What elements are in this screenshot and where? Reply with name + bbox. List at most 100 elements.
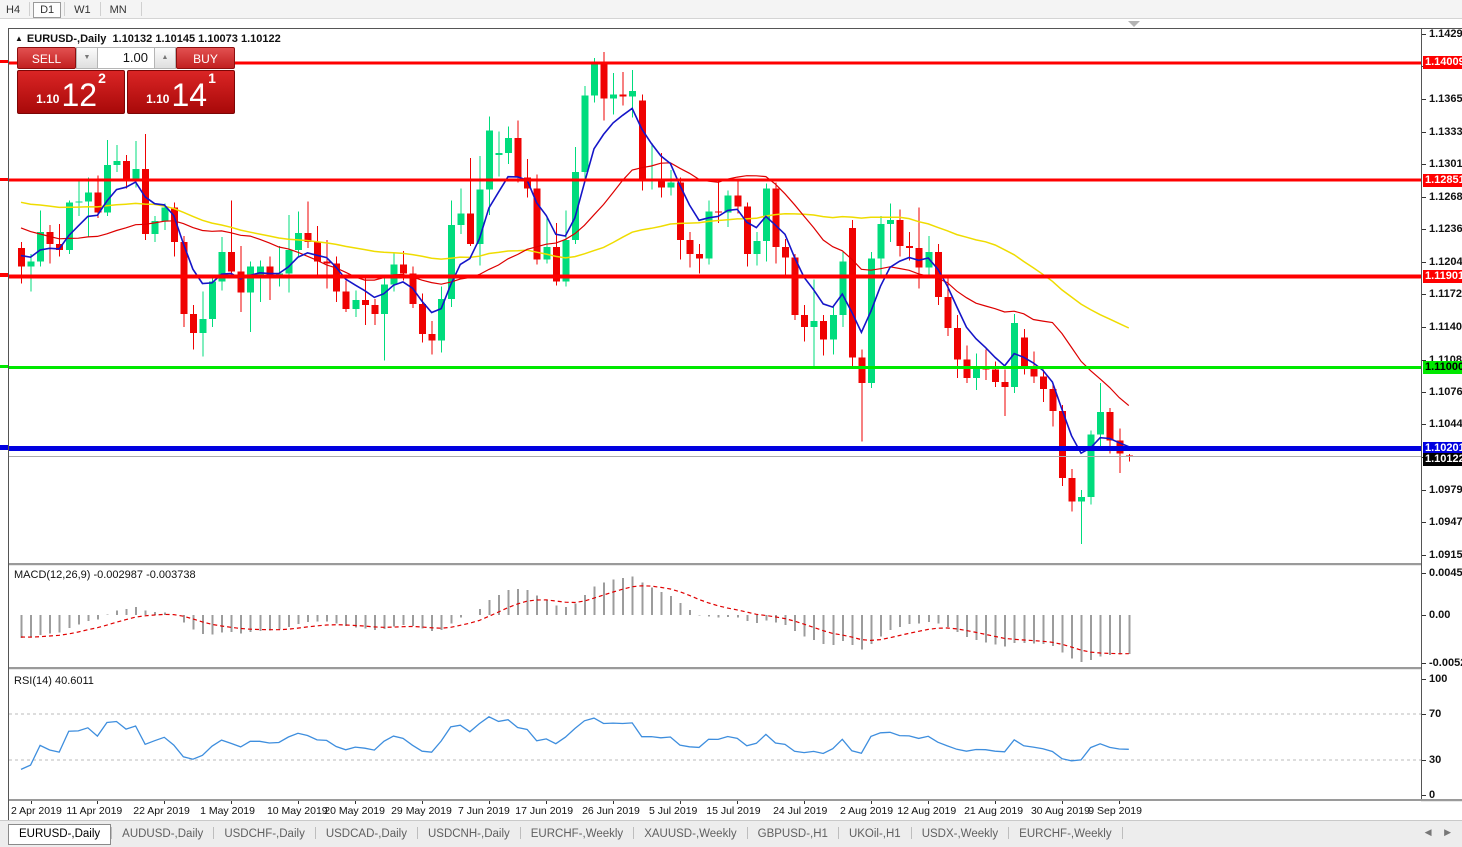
toolbar-divider — [140, 1, 142, 16]
timeframe-button-mn[interactable]: MN — [109, 4, 127, 16]
macd-splitter[interactable] — [9, 563, 1462, 566]
axis-tick — [1422, 424, 1426, 426]
date-tick — [231, 801, 233, 804]
date-tick — [928, 801, 930, 804]
date-tick-label: 24 Jul 2019 — [773, 805, 828, 817]
tab-divider — [633, 826, 635, 839]
level-price-label: 1.10201 — [1423, 442, 1462, 456]
tab-divider — [416, 826, 418, 839]
volume-decrease-button[interactable]: ▼ — [76, 47, 98, 69]
axis-tick — [1422, 679, 1426, 680]
price-chart-area[interactable] — [9, 29, 1421, 563]
spinner-up-icon: ▲ — [161, 54, 169, 61]
axis-tick — [1422, 164, 1426, 166]
tab-scroll-right-icon[interactable]: ▶ — [1444, 827, 1451, 837]
date-tick — [297, 801, 299, 804]
price-tick-label: 1.12685 — [1429, 191, 1462, 204]
axis-tick — [1422, 197, 1426, 199]
sell-button[interactable]: SELL — [17, 47, 76, 69]
date-tick — [488, 801, 490, 804]
rsi-splitter[interactable] — [9, 667, 1462, 670]
buy-button[interactable]: BUY — [176, 47, 235, 69]
chart-tab-gbpusd-h1[interactable]: GBPUSD-,H1 — [757, 828, 828, 840]
date-tick — [546, 801, 548, 804]
tab-divider — [910, 826, 912, 839]
date-tick — [737, 801, 739, 804]
axis-tick — [1422, 327, 1426, 329]
axis-tick — [1422, 229, 1426, 231]
bid-prefix: 1.10 — [36, 92, 60, 106]
rsi-panel-area[interactable] — [9, 671, 1421, 799]
level-price-label: 1.14009 — [1423, 56, 1462, 70]
date-tick-label: 21 Aug 2019 — [964, 805, 1024, 817]
tab-scroll-left-icon[interactable]: ◀ — [1424, 827, 1432, 837]
chart-tab-eurchf-weekly[interactable]: EURCHF-,Weekly — [1019, 828, 1112, 840]
volume-input[interactable]: 1.00 — [98, 47, 154, 69]
level-price-label: 1.11901 — [1423, 269, 1462, 283]
rsi-tick-label: 100 — [1429, 673, 1448, 685]
timeframe-button-w1[interactable]: W1 — [74, 4, 91, 16]
date-tick-label: 2 Apr 2019 — [11, 805, 62, 817]
axis-tick — [1422, 99, 1426, 101]
date-tick-label: 12 Aug 2019 — [897, 805, 957, 817]
chart-shift-marker[interactable] — [1128, 21, 1140, 27]
axis-tick — [1422, 614, 1426, 616]
chart-symbol-label: EURUSD-,Daily — [26, 33, 107, 45]
chart-tab-usdx-weekly[interactable]: USDX-,Weekly — [921, 828, 999, 840]
macd-panel-area[interactable] — [9, 567, 1421, 667]
macd-label: MACD(12,26,9) -0.002987 -0.003738 — [14, 569, 196, 581]
date-tick-label: 20 May 2019 — [324, 805, 385, 817]
chart-tab-xauusd-weekly[interactable]: XAUUSD-,Weekly — [644, 828, 737, 840]
timeframe-button-d1[interactable]: D1 — [33, 2, 62, 18]
date-tick — [30, 801, 32, 804]
price-tick-label: 1.10440 — [1429, 418, 1462, 431]
tab-divider — [837, 826, 839, 839]
date-tick — [422, 801, 424, 804]
price-tick-label: 1.13330 — [1429, 125, 1462, 138]
timeframe-toolbar: H4 D1 W1 MN — [0, 0, 1462, 19]
sell-price-button[interactable]: 1.10 12 2 — [17, 70, 125, 114]
axis-tick — [1422, 713, 1426, 715]
chart-tab-bar: EURUSD-,Daily AUDUSD-,Daily USDCHF-,Daily U… — [0, 820, 1462, 847]
axis-tick — [1422, 294, 1426, 296]
spinner-down-icon: ▼ — [83, 54, 91, 61]
chart-tab-eurchf-weekly[interactable]: EURCHF-,Weekly — [530, 828, 624, 840]
chart-tab-ukoil-h1[interactable]: UKOil-,H1 — [848, 828, 901, 840]
axis-tick — [1422, 522, 1426, 524]
date-tick-label: 2 Aug 2019 — [839, 805, 894, 817]
chart-tab-audusd-daily[interactable]: AUDUSD-,Daily — [122, 828, 204, 840]
price-tick-label: 1.13650 — [1429, 93, 1462, 106]
date-tick-label: 30 Aug 2019 — [1030, 805, 1090, 817]
axis-tick — [1422, 663, 1426, 664]
rsi-tick-label: 30 — [1429, 754, 1442, 767]
hline-edge — [0, 365, 8, 369]
timeframe-button-h4[interactable]: H4 — [6, 4, 21, 16]
current-price-label: 1.10122 — [1423, 453, 1462, 467]
price-axis: 1.142951.139751.136501.133301.130101.126… — [1422, 28, 1462, 801]
date-tick-label: 15 Jul 2019 — [706, 805, 761, 817]
date-tick-label: 5 Jul 2019 — [648, 805, 698, 817]
axis-tick — [1422, 554, 1426, 556]
date-tick-label: 11 Apr 2019 — [66, 805, 123, 817]
volume-increase-button[interactable]: ▲ — [154, 47, 176, 69]
axis-tick — [1422, 131, 1426, 133]
price-axis-divider — [1421, 29, 1422, 799]
date-tick-label: 22 Apr 2019 — [133, 805, 190, 817]
ask-big-digits: 14 — [171, 77, 208, 113]
buy-price-button[interactable]: 1.10 14 1 — [127, 70, 235, 114]
tab-divider — [1121, 826, 1123, 839]
toolbar-divider — [29, 1, 31, 16]
rsi-tick-label: 70 — [1429, 707, 1442, 720]
level-price-label: 1.12851 — [1423, 173, 1462, 187]
chart-tab-usdcnh-daily[interactable]: USDCNH-,Daily — [427, 828, 510, 840]
ask-pip-sup: 1 — [208, 70, 216, 86]
chart-tab-usdcad-daily[interactable]: USDCAD-,Daily — [325, 828, 407, 840]
chart-expand-icon[interactable]: ▲ — [15, 34, 23, 43]
axis-tick — [1422, 34, 1426, 36]
price-tick-label: 1.12045 — [1429, 255, 1462, 268]
date-axis: 2 Apr 2019 11 Apr 2019 22 Apr 2019 1 May 20… — [9, 801, 1421, 820]
date-tick-label: 29 May 2019 — [391, 805, 452, 817]
chart-tab-eurusd-daily[interactable]: EURUSD-,Daily — [8, 824, 112, 845]
bid-big-digits: 12 — [61, 77, 98, 113]
chart-tab-usdchf-daily[interactable]: USDCHF-,Daily — [224, 828, 305, 840]
